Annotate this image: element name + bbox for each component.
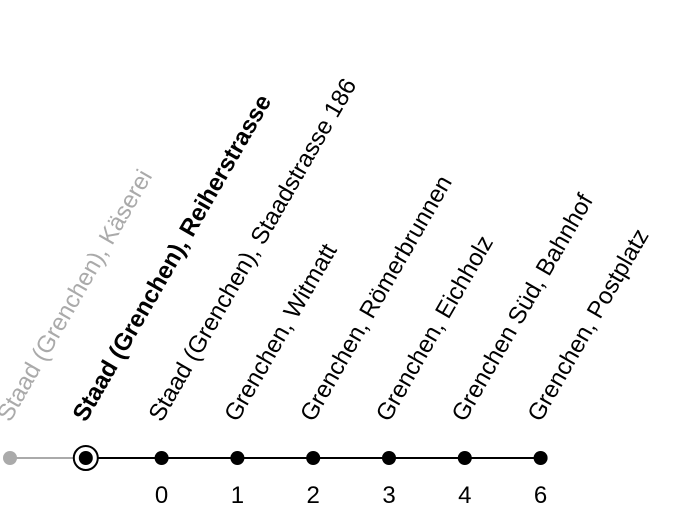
past-stop-dot bbox=[3, 451, 17, 465]
stop-minutes: 6 bbox=[534, 482, 547, 509]
stop-minutes: 0 bbox=[155, 482, 168, 509]
current-stop-dot bbox=[78, 451, 93, 465]
stop-dot bbox=[154, 451, 169, 465]
stop-dot bbox=[306, 451, 321, 465]
stop-dot bbox=[230, 451, 245, 465]
stop-minutes: 3 bbox=[382, 482, 395, 509]
stop-minutes: 2 bbox=[307, 482, 320, 509]
stop-minutes: 1 bbox=[231, 482, 244, 509]
stop-dot bbox=[382, 451, 396, 465]
stop-name: Grenchen Süd, Bahnhof bbox=[447, 189, 599, 426]
stop-dot bbox=[457, 451, 472, 465]
stop-name: Grenchen, Römerbrunnen bbox=[295, 171, 458, 426]
stop-dot bbox=[533, 451, 548, 465]
stop-minutes: 4 bbox=[458, 482, 471, 509]
